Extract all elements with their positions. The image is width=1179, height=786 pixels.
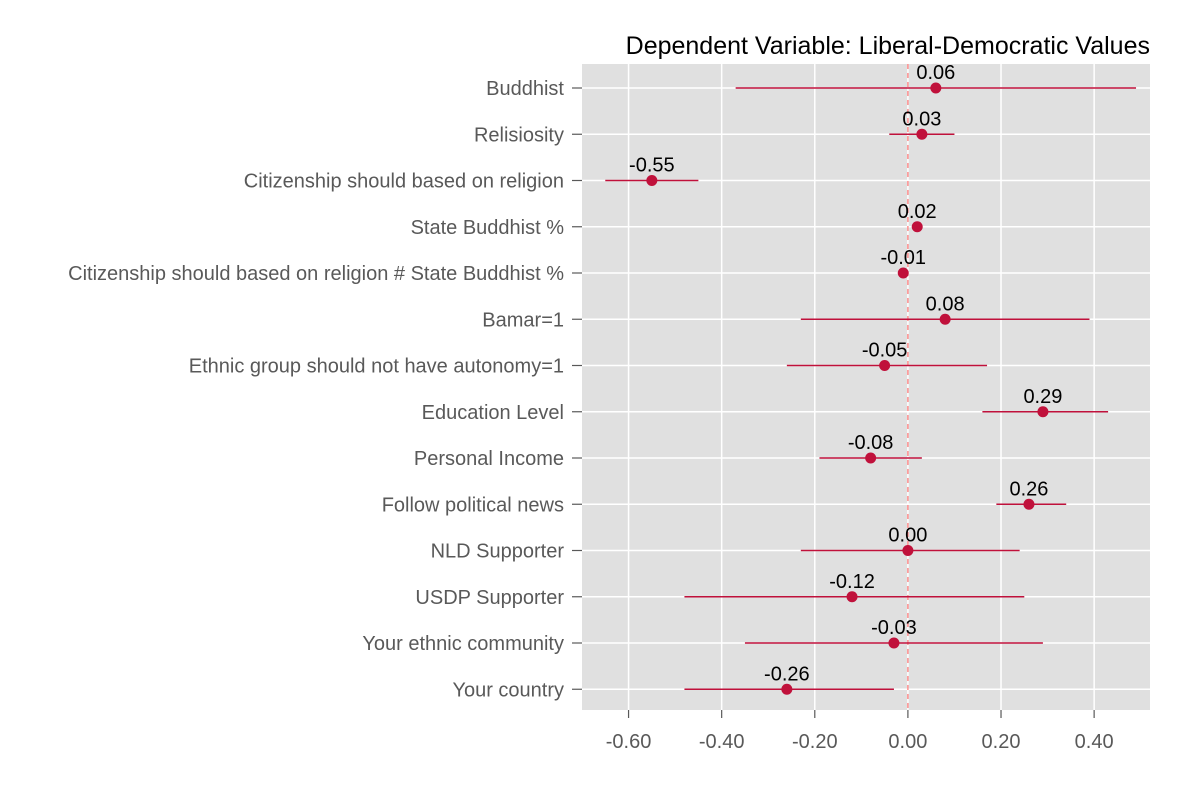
- estimate-point: [781, 683, 793, 695]
- y-tick-label: Bamar=1: [482, 309, 564, 331]
- value-label: -0.12: [829, 571, 875, 593]
- x-tick-label: -0.20: [792, 731, 838, 753]
- y-tick-label: Personal Income: [414, 448, 564, 470]
- y-tick-label: Citizenship should based on religion: [244, 171, 564, 193]
- estimate-point: [902, 545, 914, 556]
- estimate-point: [646, 175, 658, 186]
- y-tick-label: Follow political news: [382, 494, 564, 516]
- value-label: 0.29: [1023, 386, 1062, 408]
- y-tick-label: Ethnic group should not have autonomy=1: [189, 356, 564, 378]
- value-label: 0.26: [1009, 478, 1048, 500]
- value-label: -0.03: [871, 617, 917, 639]
- x-tick-label: 0.40: [1075, 731, 1114, 753]
- y-tick-label: USDP Supporter: [415, 587, 564, 609]
- estimate-point: [846, 591, 858, 603]
- value-label: 0.06: [916, 62, 955, 84]
- x-tick-label: 0.20: [982, 731, 1021, 753]
- y-tick-label: Buddhist: [486, 78, 564, 100]
- estimate-point: [865, 452, 877, 464]
- estimate-point: [930, 82, 942, 94]
- y-axis: Buddhist Relisiosity Citizenship should ba…: [68, 78, 582, 701]
- x-tick-label: -0.60: [606, 731, 652, 753]
- value-label: 0.00: [888, 525, 927, 547]
- value-label: -0.55: [629, 155, 675, 177]
- estimate-point: [939, 313, 951, 325]
- estimate-point: [897, 267, 909, 279]
- y-tick-label: Relisiosity: [474, 124, 564, 146]
- x-axis: -0.60 -0.40 -0.20 0.00 0.20 0.40: [606, 710, 1114, 753]
- y-tick-label: State Buddhist %: [411, 217, 565, 239]
- chart-title: Dependent Variable: Liberal-Democratic V…: [626, 32, 1150, 60]
- x-tick-label: -0.40: [699, 731, 745, 753]
- value-label: -0.01: [880, 247, 926, 269]
- estimate-point: [1023, 498, 1035, 510]
- value-label: 0.02: [898, 201, 937, 223]
- estimate-point: [888, 637, 900, 649]
- value-label: 0.03: [902, 108, 941, 130]
- value-label: -0.26: [764, 663, 810, 685]
- value-label: -0.05: [862, 340, 908, 362]
- estimate-marks: 0.06 0.03 -0.55 0.02 -0.01 0.08 -0.05 0.29 -0.08…: [605, 62, 1137, 695]
- value-label: -0.08: [848, 432, 894, 454]
- estimate-point: [911, 221, 923, 233]
- y-tick-label: Your country: [452, 679, 564, 701]
- plot-panel: [582, 64, 1150, 710]
- y-tick-label: Education Level: [422, 402, 564, 424]
- y-tick-label: Citizenship should based on religion # S…: [68, 263, 564, 285]
- y-tick-label: NLD Supporter: [431, 541, 565, 563]
- x-tick-label: 0.00: [888, 731, 927, 753]
- y-tick-label: Your ethnic community: [362, 633, 564, 655]
- estimate-point: [916, 128, 928, 140]
- estimate-point: [879, 360, 891, 371]
- value-label: 0.08: [926, 293, 965, 315]
- estimate-point: [1037, 406, 1049, 418]
- vertical-gridlines: [627, 64, 1095, 710]
